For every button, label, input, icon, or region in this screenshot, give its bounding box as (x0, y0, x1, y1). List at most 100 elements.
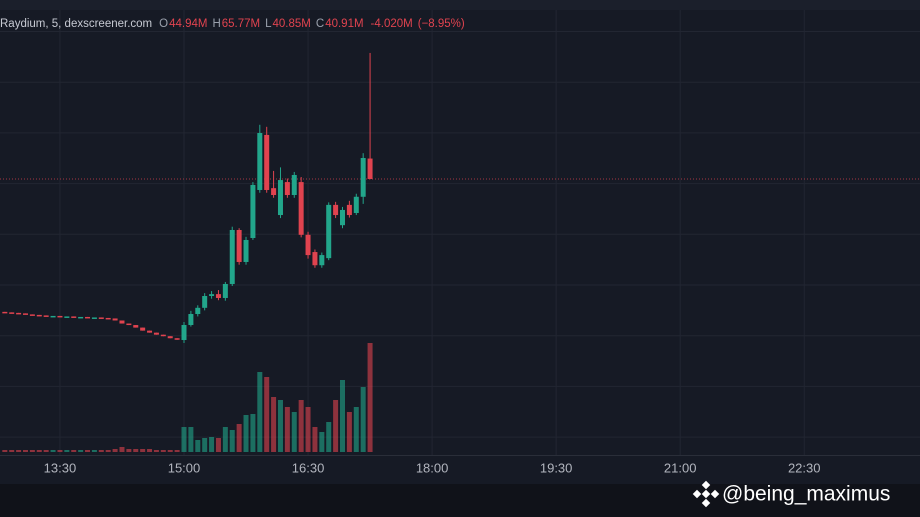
candle-body (333, 204, 339, 216)
candle-body (209, 294, 215, 297)
x-tick-label: 13:30 (44, 460, 77, 475)
candle-body (250, 184, 256, 239)
volume-bar (85, 450, 91, 452)
candle-body (2, 311, 8, 314)
candle-body (78, 316, 84, 319)
x-tick-label: 15:00 (168, 460, 201, 475)
candle-body (29, 314, 35, 316)
volume-bar (353, 407, 359, 452)
ohlc-value: 65.77M (222, 18, 260, 30)
candle-body (36, 314, 42, 317)
volume-bar (250, 414, 256, 452)
candle-body (126, 323, 132, 326)
volume-bar (71, 450, 77, 452)
volume-bar (340, 380, 346, 452)
ohlc-label: H (212, 18, 220, 30)
ohlc-label: C (316, 18, 324, 30)
volume-bar (360, 387, 366, 452)
x-tick-label: 22:30 (788, 460, 821, 475)
candle-body (98, 317, 104, 319)
candle-body (195, 307, 201, 315)
watermark: @being_maximus (722, 483, 890, 506)
candle-body (257, 132, 263, 190)
source: Raydium, 5, dexscreener.com (0, 18, 152, 30)
change-pct: (−8.95%) (418, 18, 465, 30)
candle-body (188, 314, 194, 326)
candle-body (326, 204, 332, 259)
volume-bar (9, 450, 15, 452)
candle-body (153, 332, 159, 335)
volume-bar (222, 427, 228, 452)
candle-body (43, 315, 49, 317)
candle-body (215, 294, 221, 298)
candle-body (319, 255, 325, 266)
volume-bar (346, 412, 352, 452)
volume-bar (119, 447, 125, 452)
candle-body (243, 239, 249, 262)
volume-bar (236, 424, 242, 452)
ohlc-label: O (159, 18, 168, 30)
candle-body (119, 320, 125, 324)
candle-body (22, 313, 28, 315)
candle-body (91, 317, 97, 319)
ohlc-label: L (265, 18, 272, 30)
candle-body (167, 336, 173, 339)
volume-bar (277, 400, 283, 452)
candle-body (16, 312, 22, 315)
candle-body (298, 182, 304, 235)
volume-bar (91, 450, 97, 452)
candle-body (85, 316, 91, 319)
ohlc-value: 44.94M (169, 18, 207, 30)
top-bar (0, 0, 920, 10)
volume-bar (284, 407, 290, 452)
volume-bar (257, 372, 263, 452)
change: -4.020M (371, 18, 413, 30)
volume-bar (147, 449, 153, 452)
candle-body (284, 182, 290, 196)
volume-bar (271, 397, 277, 452)
candle-body (353, 196, 359, 214)
volume-bar (78, 450, 84, 452)
candle-body (181, 325, 187, 341)
volume-bar (16, 450, 22, 452)
x-tick-label: 16:30 (292, 460, 325, 475)
candle-body (147, 330, 153, 333)
candle-body (236, 229, 242, 262)
candle-body (105, 317, 111, 320)
volume-bar (98, 450, 104, 452)
volume-bar (243, 415, 249, 452)
candle-body (360, 157, 366, 197)
volume-bar (188, 427, 194, 452)
volume-bar (64, 450, 70, 452)
candle-body (340, 209, 346, 226)
candle-body (277, 180, 283, 216)
candle-body (264, 134, 270, 190)
candle-body (346, 204, 352, 216)
volume-bar (195, 440, 201, 452)
volume-bar (174, 450, 180, 452)
ohlc-value: 40.85M (273, 18, 311, 30)
candle-body (112, 318, 118, 321)
candle-body (64, 316, 70, 318)
volume-bar (167, 450, 173, 452)
volume-bar (229, 430, 235, 452)
volume-bar (112, 449, 118, 452)
candle-body (271, 188, 277, 196)
x-tick-label: 19:30 (540, 460, 573, 475)
volume-bar (140, 449, 146, 452)
candle-body (174, 338, 180, 340)
volume-bar (326, 422, 332, 452)
candle-body (229, 229, 235, 284)
volume-bar (22, 450, 28, 452)
x-tick-label: 21:00 (664, 460, 697, 475)
x-tick-label: 18:00 (416, 460, 449, 475)
volume-bar (133, 449, 139, 452)
candle-body (57, 315, 63, 318)
volume-bar (181, 427, 187, 452)
volume-bar (57, 450, 63, 452)
volume-bar (367, 343, 373, 452)
volume-bar (105, 450, 111, 452)
volume-bar (153, 450, 159, 452)
volume-bar (305, 407, 311, 452)
